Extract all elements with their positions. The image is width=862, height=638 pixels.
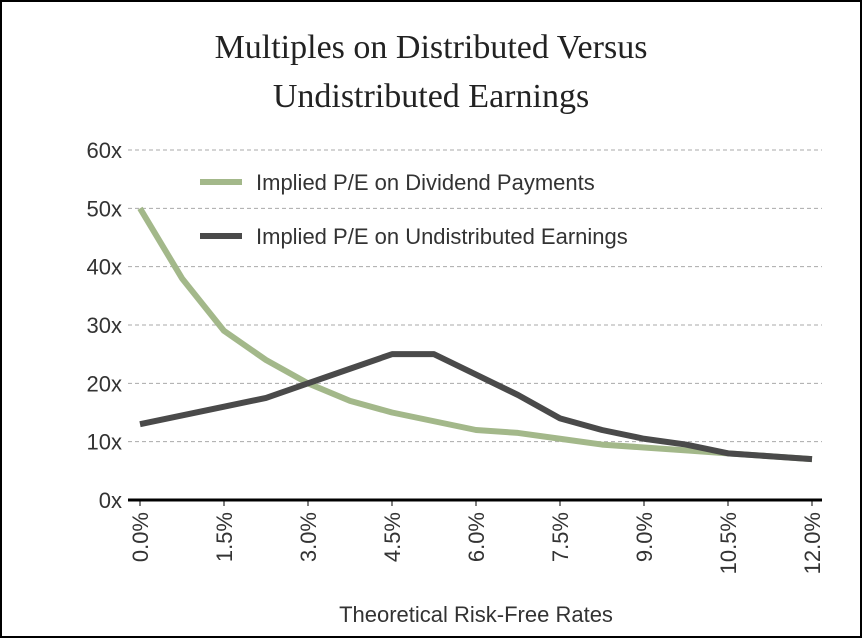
x-tick-label: 7.5% <box>548 512 573 562</box>
y-tick-label: 20x <box>87 371 122 396</box>
y-tick-label: 30x <box>87 313 122 338</box>
chart-title: Multiples on Distributed Versus <box>215 29 648 66</box>
legend-label: Implied P/E on Dividend Payments <box>256 170 595 195</box>
y-tick-label: 0x <box>99 488 122 513</box>
x-tick-label: 9.0% <box>632 512 657 562</box>
legend-label: Implied P/E on Undistributed Earnings <box>256 224 628 249</box>
y-tick-label: 50x <box>87 196 122 221</box>
x-tick-label: 4.5% <box>380 512 405 562</box>
x-tick-label: 12.0% <box>800 512 825 574</box>
y-tick-label: 10x <box>87 430 122 455</box>
line <box>139 351 813 463</box>
x-tick-label: 6.0% <box>464 512 489 562</box>
x-tick-label: 1.5% <box>212 512 237 562</box>
y-tick-label: 60x <box>87 138 122 163</box>
x-axis-label: Theoretical Risk-Free Rates <box>339 602 613 627</box>
chart-title: Undistributed Earnings <box>273 78 589 115</box>
x-tick-label: 10.5% <box>716 512 741 574</box>
y-tick-label: 40x <box>87 255 122 280</box>
x-tick-label: 3.0% <box>296 512 321 562</box>
line <box>137 206 813 463</box>
x-tick-label: 0.0% <box>128 512 153 562</box>
